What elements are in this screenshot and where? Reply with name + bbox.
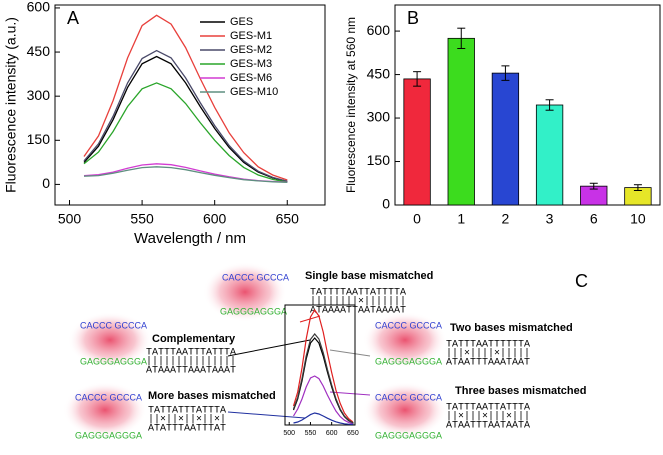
x-tick-label: 550	[130, 210, 154, 226]
x-tick-label: 500	[58, 210, 82, 226]
x-tick-label: 6	[590, 211, 598, 227]
probe-stem: GAGGGAGGGA	[75, 430, 142, 440]
legend-label: GES-M10	[230, 86, 278, 98]
strand: TATTTAATTTATTTA	[146, 348, 236, 359]
strand: TATTATTTATTTA	[148, 406, 226, 417]
x-tick-label: 500	[283, 430, 295, 437]
x-tick-label: 550	[305, 430, 317, 437]
line-series	[83, 166, 288, 184]
probe-stem: GAGGGAGGGA	[80, 356, 147, 366]
bar	[447, 37, 475, 206]
strand: ||×||×||×||×|	[148, 414, 226, 426]
error-bar	[633, 184, 642, 192]
panel-title: Complementary	[152, 333, 236, 345]
panel-title: Three bases mismatched	[455, 385, 586, 397]
strand: ATAAATTAAATAAAT	[146, 366, 236, 377]
y-tick-label: 150	[367, 152, 391, 168]
legend-label: GES-M6	[230, 72, 272, 84]
probe-blob	[363, 382, 447, 438]
legend-label: GES	[230, 16, 253, 28]
y-tick-label: 0	[42, 175, 50, 191]
line-series	[293, 412, 353, 425]
probe-blob	[63, 382, 147, 438]
connectors	[227, 315, 371, 419]
probe-stem: GAGGGAGGGA	[375, 356, 442, 366]
probe-blob	[203, 262, 287, 322]
probe-loop: CACCC GCCCA	[222, 272, 289, 282]
strand: TATTTAATTATTTA	[446, 403, 530, 414]
x-tick-label: 600	[203, 210, 227, 226]
line-series	[83, 82, 288, 183]
probe-loop: CACCC GCCCA	[375, 392, 442, 402]
y-tick-label: 0	[382, 196, 390, 212]
y-axis-label: Fluorescence intensity at 560 nm	[344, 17, 358, 193]
strand: ATAATTTAAATAAT	[446, 358, 530, 369]
x-tick-label: 2	[502, 211, 510, 227]
strand: TATTTAATTTTTTA	[446, 340, 530, 351]
y-tick-label: 450	[367, 65, 391, 81]
y-tick-label: 300	[27, 87, 51, 103]
panel-label: B	[407, 8, 419, 28]
probe-blob	[363, 312, 447, 368]
bar	[403, 78, 431, 206]
x-tick-label: 600	[326, 430, 338, 437]
strand: |||||||||||||||	[146, 356, 236, 368]
y-axis-label: Fluorescence intensity (a.u.)	[3, 17, 19, 193]
line-series	[292, 308, 354, 423]
probe-stem: GAGGGAGGGA	[220, 306, 287, 316]
probe-loop: CACCC GCCCA	[375, 320, 442, 330]
panel-title: More bases mismatched	[148, 390, 276, 402]
strand: ||×|||×|||×|||	[446, 411, 530, 423]
y-tick-label: 600	[27, 0, 51, 15]
line-series	[83, 55, 288, 183]
plot-frame	[54, 4, 326, 206]
strand: ATAATTTAATAATA	[446, 421, 530, 432]
x-tick-label: 0	[413, 211, 421, 227]
probe-blob	[68, 312, 152, 368]
bar	[491, 72, 520, 206]
y-tick-label: 600	[367, 22, 391, 38]
error-bar	[457, 27, 466, 49]
legend-label: GES-M2	[230, 44, 272, 56]
legend-label: GES-M1	[230, 30, 272, 42]
strand: ATATTTAATTTAT	[148, 424, 226, 435]
y-tick-label: 450	[27, 43, 51, 59]
strand: |||×||||×|||||	[446, 348, 530, 360]
line-series	[292, 333, 354, 424]
panel-label: A	[67, 8, 79, 28]
probe-loop: CACCC GCCCA	[75, 392, 142, 402]
probe-stem: GAGGGAGGGA	[375, 430, 442, 440]
y-tick-label: 150	[27, 131, 51, 147]
panel-title: Two bases mismatched	[450, 322, 573, 334]
error-bar	[545, 99, 554, 111]
panel-label: C	[575, 271, 588, 291]
line-series	[292, 375, 354, 425]
x-tick-label: 650	[276, 210, 300, 226]
strand: ATAAAATTAATAAAAT	[310, 306, 406, 317]
strand: TATTTTAATTATTTTA	[310, 288, 406, 299]
panel-title: Single base mismatched	[305, 270, 433, 282]
line-series	[83, 49, 288, 182]
x-tick-label: 650	[347, 430, 359, 437]
error-bar	[413, 71, 422, 87]
plot-frame	[284, 304, 356, 426]
line-series	[83, 14, 288, 181]
x-tick-label: 10	[630, 211, 646, 227]
x-axis-label: Wavelength / nm	[134, 230, 246, 247]
legend-label: GES-M3	[230, 58, 272, 70]
plot-frame	[394, 4, 661, 206]
error-bar	[501, 65, 510, 81]
x-tick-label: 1	[457, 211, 465, 227]
bar	[535, 104, 564, 206]
probe-loop: CACCC GCCCA	[80, 320, 147, 330]
error-bar	[589, 182, 598, 190]
x-tick-label: 3	[546, 211, 554, 227]
y-tick-label: 300	[367, 109, 391, 125]
